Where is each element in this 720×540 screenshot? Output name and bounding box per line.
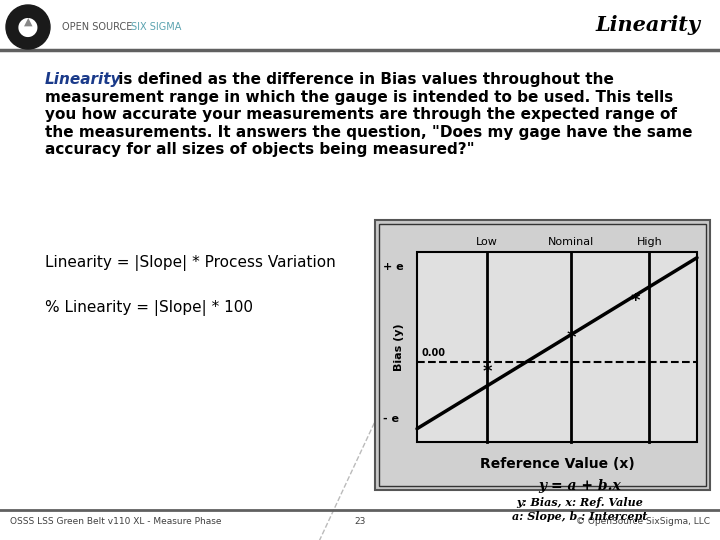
Text: y = a + b.x: y = a + b.x — [538, 479, 621, 493]
Text: Linearity: Linearity — [45, 72, 122, 87]
Text: Low: Low — [476, 237, 498, 247]
Text: Bias (y): Bias (y) — [394, 323, 404, 371]
Text: % Linearity = |Slope| * 100: % Linearity = |Slope| * 100 — [45, 300, 253, 316]
Text: a: Slope, b : Intercept: a: Slope, b : Intercept — [512, 511, 647, 522]
Bar — [379, 224, 706, 486]
Text: *: * — [482, 363, 492, 381]
Text: - e: - e — [383, 414, 399, 424]
Text: OPEN SOURCE: OPEN SOURCE — [62, 22, 132, 32]
Circle shape — [6, 5, 50, 49]
Text: 23: 23 — [354, 517, 366, 526]
Text: 0.00: 0.00 — [422, 348, 446, 358]
Text: Linearity: Linearity — [595, 15, 700, 35]
Text: High: High — [636, 237, 662, 247]
Text: *: * — [566, 328, 576, 347]
Text: OSSS LSS Green Belt v110 XL - Measure Phase: OSSS LSS Green Belt v110 XL - Measure Ph… — [10, 517, 222, 526]
Text: © OpenSource SixSigma, LLC: © OpenSource SixSigma, LLC — [576, 517, 710, 526]
Text: Nominal: Nominal — [548, 237, 594, 247]
Text: *: * — [631, 292, 640, 310]
Text: Reference Value (x): Reference Value (x) — [480, 457, 634, 471]
Bar — [375, 220, 710, 490]
Text: y: Bias, x: Ref. Value: y: Bias, x: Ref. Value — [516, 497, 643, 508]
Text: Linearity = |Slope| * Process Variation: Linearity = |Slope| * Process Variation — [45, 255, 336, 271]
Bar — [417, 252, 697, 442]
Text: is defined as the difference in Bias values throughout the: is defined as the difference in Bias val… — [113, 72, 614, 87]
Text: ▲: ▲ — [24, 17, 32, 27]
Text: ●: ● — [17, 15, 39, 39]
Text: SIX SIGMA: SIX SIGMA — [131, 22, 181, 32]
Text: measurement range in which the gauge is intended to be used. This tells
you how : measurement range in which the gauge is … — [45, 90, 693, 157]
Text: + e: + e — [383, 262, 404, 272]
